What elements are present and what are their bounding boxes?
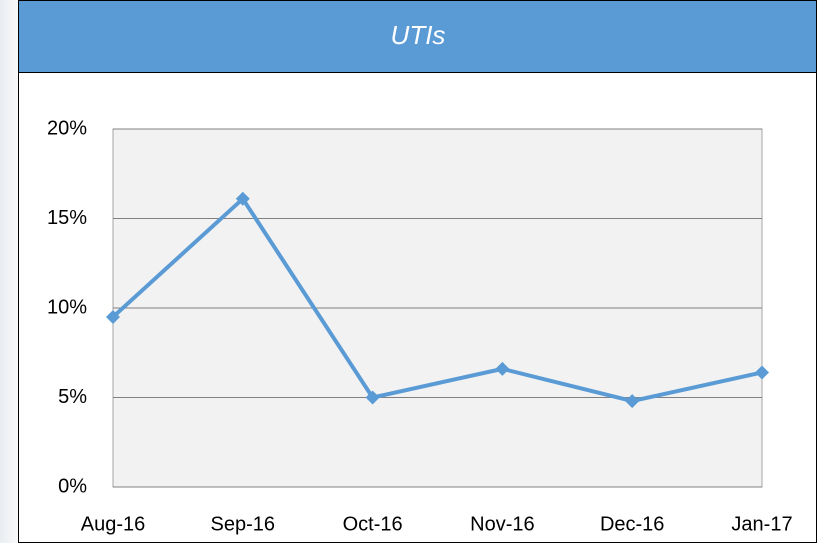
x-tick-label: Oct-16 [343, 513, 403, 535]
x-tick-label: Dec-16 [600, 513, 664, 535]
x-tick-label: Jan-17 [731, 513, 792, 535]
data-marker [365, 390, 380, 405]
data-marker [235, 191, 250, 206]
chart-title: UTIs [391, 20, 446, 50]
title-band [18, 0, 817, 73]
y-tick-label: 5% [58, 386, 87, 408]
data-line [111, 196, 763, 404]
y-tick-label: 10% [47, 296, 87, 318]
x-tick-label: Nov-16 [470, 513, 534, 535]
data-marker [495, 361, 510, 376]
data-marker [625, 394, 640, 409]
data-marker [106, 309, 120, 324]
x-tick-label: Aug-16 [81, 513, 146, 535]
y-tick-label: 0% [58, 475, 87, 497]
x-tick-label: Sep-16 [211, 513, 276, 535]
y-tick-label: 15% [47, 207, 87, 229]
y-tick-label: 20% [47, 117, 87, 139]
data-marker [755, 365, 769, 380]
